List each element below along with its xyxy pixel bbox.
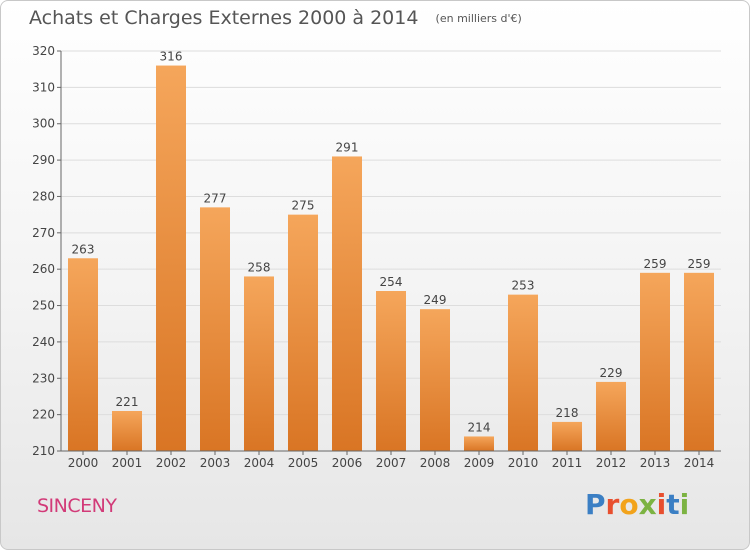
logo-letter: o [619, 488, 639, 521]
x-tick-label: 2009 [464, 456, 495, 470]
y-tick-label: 310 [32, 80, 55, 94]
y-tick-label: 250 [32, 299, 55, 313]
bar-2009 [464, 436, 494, 451]
y-tick-label: 320 [32, 44, 55, 58]
logo-letter: P [585, 488, 606, 521]
logo-letter: i [679, 488, 690, 521]
logo-letter: i [656, 488, 667, 521]
bar-value-label: 254 [380, 275, 403, 289]
y-tick-label: 210 [32, 444, 55, 458]
y-tick-label: 270 [32, 226, 55, 240]
x-tick-label: 2013 [640, 456, 671, 470]
bar-2002 [156, 65, 186, 451]
x-tick-label: 2007 [376, 456, 407, 470]
bar-value-label: 253 [512, 279, 535, 293]
bar-2000 [68, 258, 98, 451]
bar-2012 [596, 381, 626, 451]
bar-2003 [200, 207, 230, 451]
chart-title-block: Achats et Charges Externes 2000 à 2014 (… [29, 7, 522, 29]
x-tick-label: 2001 [112, 456, 143, 470]
y-tick-label: 280 [32, 189, 55, 203]
y-tick-label: 240 [32, 335, 55, 349]
bar-value-label: 259 [688, 257, 711, 271]
logo-letter: x [638, 488, 657, 521]
x-tick-label: 2004 [244, 456, 275, 470]
x-tick-label: 2014 [684, 456, 715, 470]
axis-layer: 210 220 230 240 250 260 270 280 290 300 310 320 2000… [32, 44, 721, 470]
y-tick-label: 300 [32, 117, 55, 131]
bar-2007 [376, 291, 406, 451]
bar-value-label: 277 [204, 191, 227, 205]
bar-2013 [640, 272, 670, 451]
bar-value-label: 275 [292, 199, 315, 213]
y-tick-label: 260 [32, 262, 55, 276]
bar-2010 [508, 294, 538, 451]
proxiti-logo: Proxiti [585, 488, 689, 521]
bar-2005 [288, 214, 318, 451]
bar-value-label: 316 [160, 50, 183, 64]
bar-value-label: 221 [116, 395, 139, 409]
bar-value-label: 258 [248, 260, 271, 274]
bar-2006 [332, 156, 362, 452]
y-tick-label: 220 [32, 408, 55, 422]
labels-layer: 263 221 316 277 258 275 291 254 249 214 253 218 229 2… [72, 50, 711, 435]
bar-value-label: 291 [336, 140, 359, 154]
x-tick-label: 2002 [156, 456, 187, 470]
commune-name: SINCENY [37, 495, 117, 517]
x-tick-label: 2003 [200, 456, 231, 470]
chart-title: Achats et Charges Externes 2000 à 2014 [29, 7, 419, 29]
bar-2001 [112, 411, 142, 451]
bar-value-label: 263 [72, 242, 95, 256]
x-tick-label: 2011 [552, 456, 583, 470]
x-tick-label: 2010 [508, 456, 539, 470]
bar-value-label: 229 [600, 366, 623, 380]
bar-value-label: 214 [468, 420, 491, 434]
y-tick-label: 290 [32, 153, 55, 167]
bar-value-label: 249 [424, 293, 447, 307]
bar-value-label: 259 [644, 257, 667, 271]
x-tick-label: 2005 [288, 456, 319, 470]
x-tick-label: 2006 [332, 456, 363, 470]
bar-2008 [420, 309, 450, 451]
bars-layer [68, 65, 714, 452]
x-tick-label: 2012 [596, 456, 627, 470]
y-tick-label: 230 [32, 371, 55, 385]
logo-letter: r [605, 488, 620, 521]
bar-2011 [552, 421, 582, 451]
bar-value-label: 218 [556, 406, 579, 420]
logo-letter: t [666, 488, 680, 521]
chart-unit: (en milliers d'€) [435, 12, 522, 25]
bar-2014 [684, 272, 714, 451]
bar-2004 [244, 276, 274, 451]
x-tick-label: 2000 [68, 456, 99, 470]
x-tick-label: 2008 [420, 456, 451, 470]
